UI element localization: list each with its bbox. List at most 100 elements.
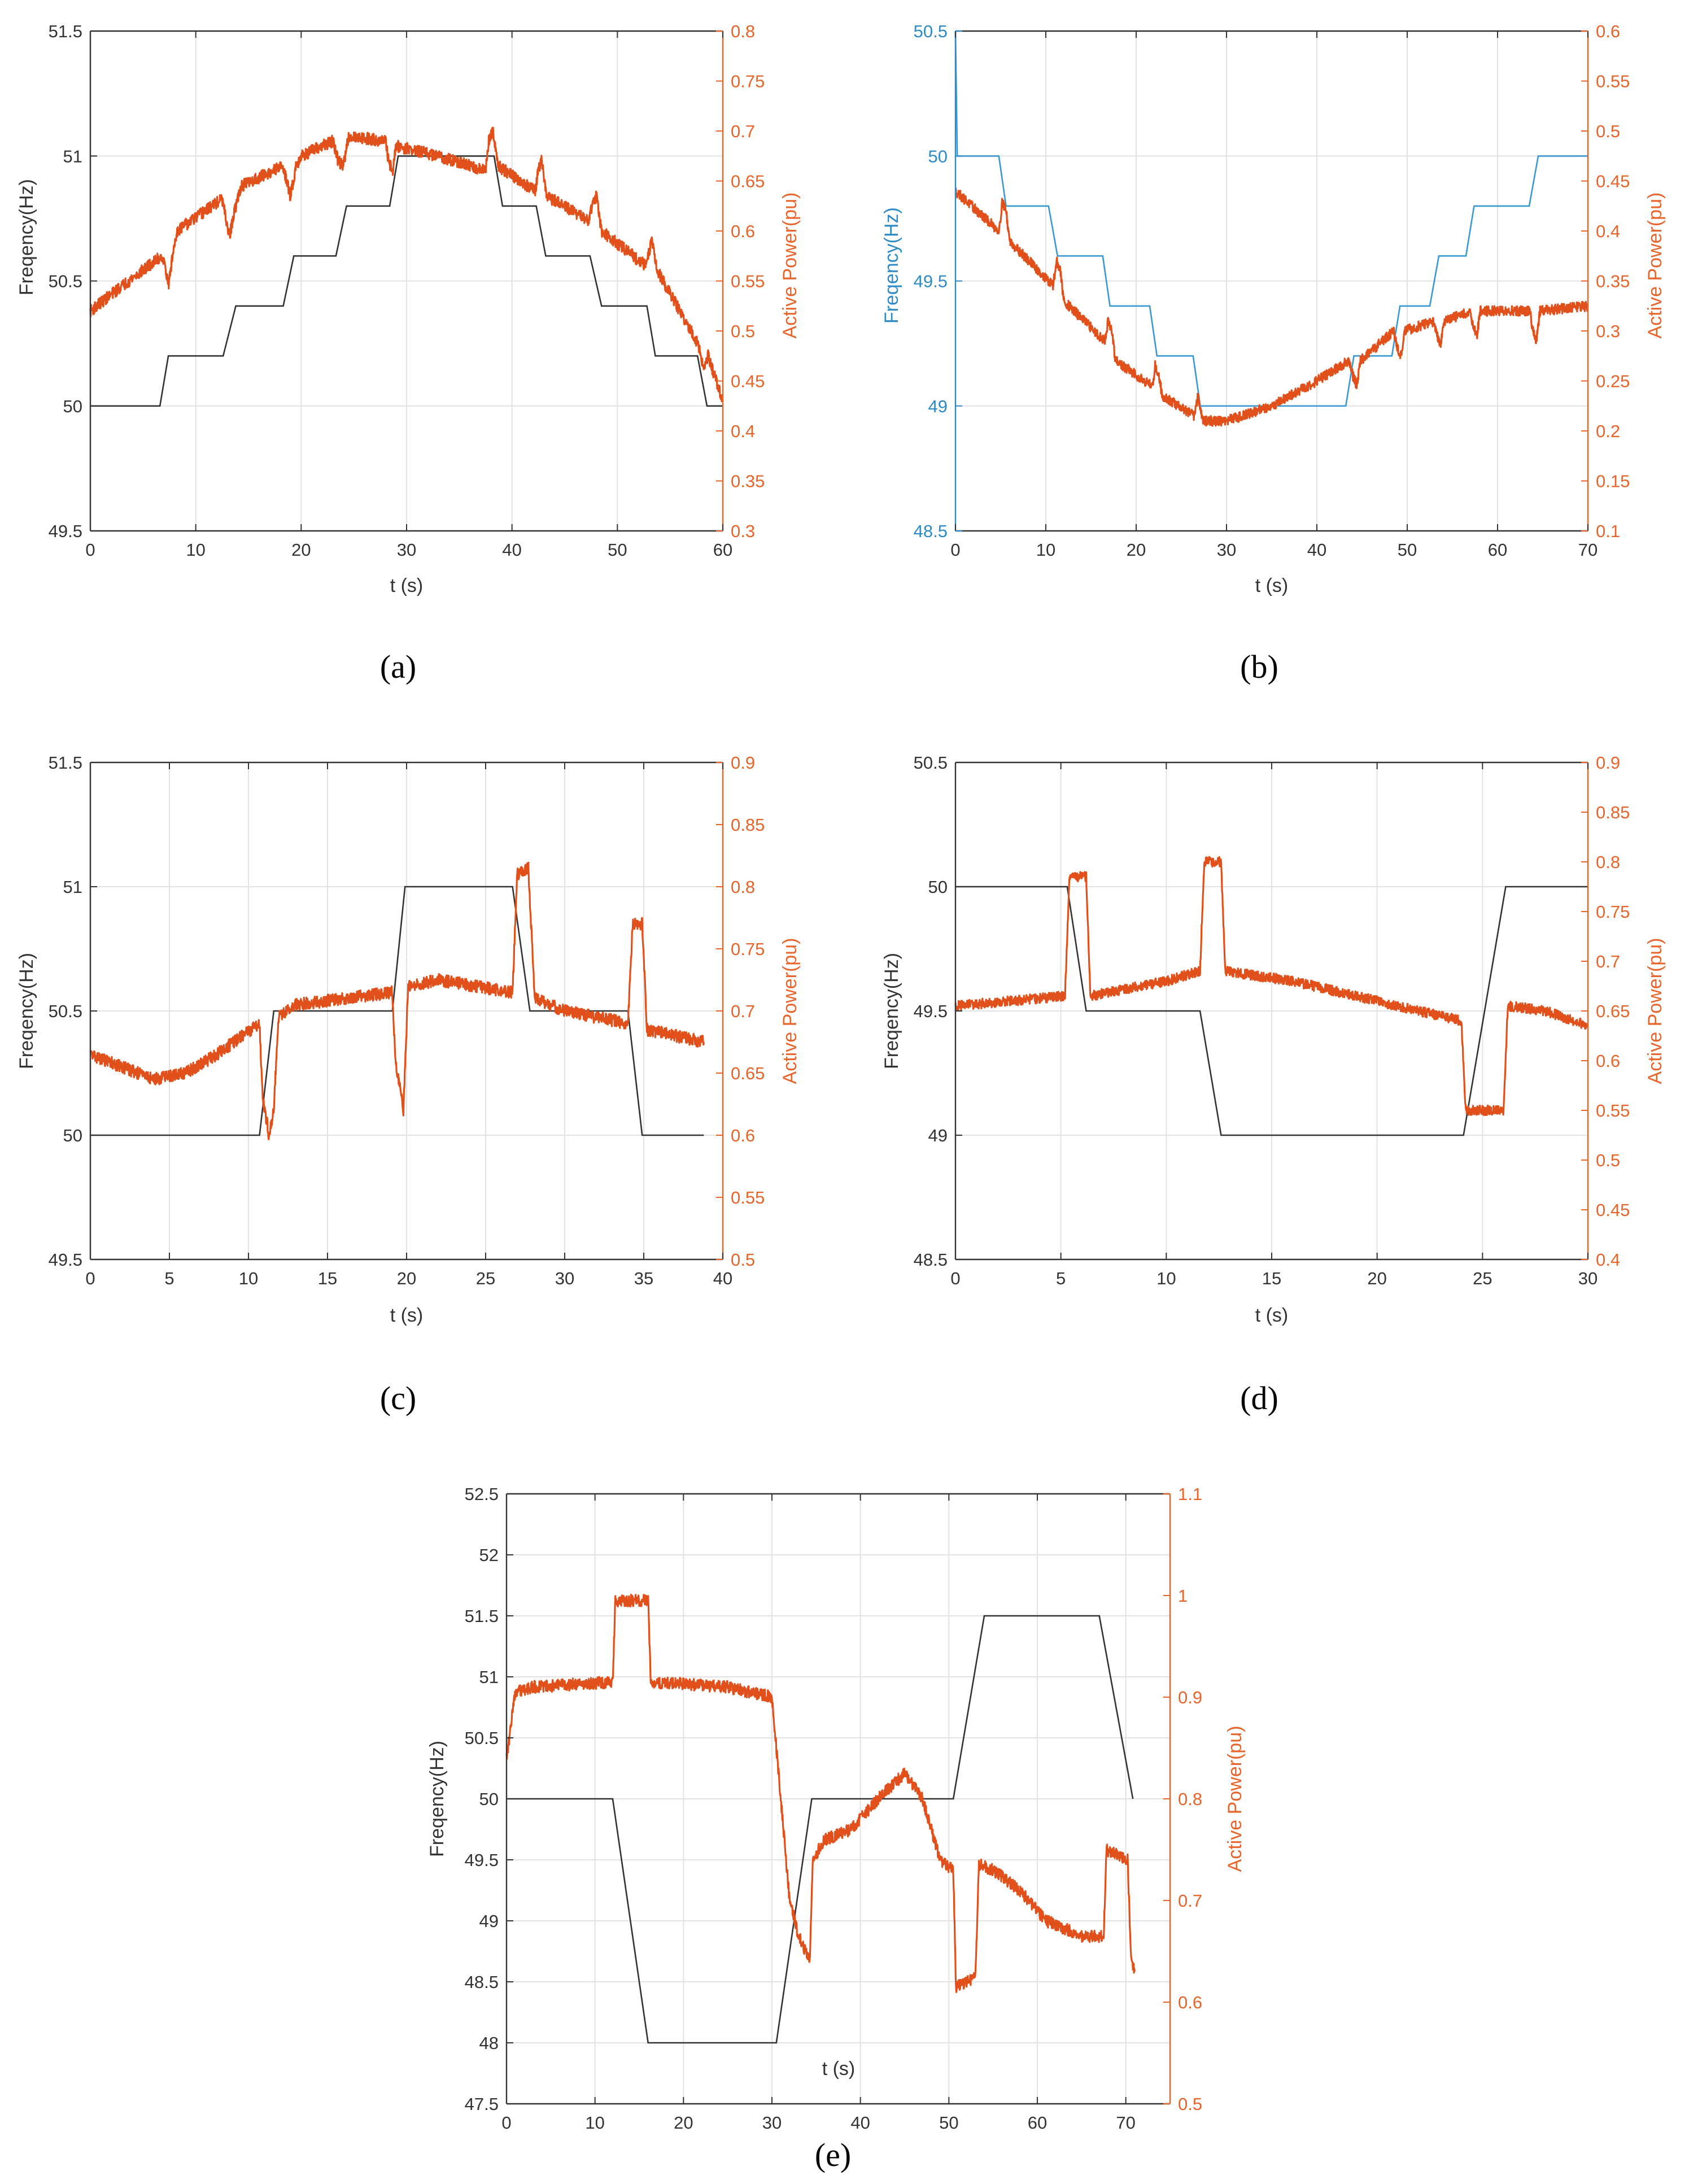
- y-right-tick-label-e: 0.5: [1178, 2094, 1202, 2114]
- y-right-tick-label-e: 0.6: [1178, 1993, 1202, 2012]
- x-tick-label-d: 10: [1156, 1268, 1176, 1288]
- grid-a: [90, 31, 723, 531]
- y-right-tick-label-b: 0.45: [1596, 172, 1630, 191]
- y-left-tick-label-c: 50: [63, 1126, 82, 1145]
- y-left-tick-label-e: 49: [479, 1911, 499, 1931]
- series-group-d: [954, 856, 1589, 1136]
- y-right-tick-label-e: 0.7: [1178, 1891, 1202, 1911]
- y-right-tick-label-a: 0.3: [731, 521, 755, 541]
- x-tick-label-c: 10: [239, 1268, 258, 1288]
- x-tick-label-c: 15: [318, 1268, 337, 1288]
- y-right-tick-label-b: 0.6: [1596, 21, 1620, 41]
- series-group-c: [89, 861, 705, 1140]
- y-right-tick-label-a: 0.35: [731, 472, 765, 491]
- y-right-tick-label-e: 0.8: [1178, 1789, 1202, 1809]
- ticks-d: 0 5 10 15 20 25 30 48.5 49 49.5 50 50.5 0.4 0.45 0.5 0.…: [914, 753, 1630, 1288]
- y-axis-label-left-d: Freqency(Hz): [881, 953, 902, 1069]
- y-left-tick-label-e: 48: [479, 2033, 499, 2053]
- x-tick-label-b: 40: [1307, 540, 1326, 560]
- y-right-tick-label-d: 0.7: [1596, 952, 1620, 971]
- x-tick-label-a: 40: [502, 540, 521, 560]
- y-right-tick-label-a: 0.8: [731, 21, 755, 41]
- chart-panel-c: 0 5 10 15 20 25 30 35 40 49.5 50 50.5 51 51.5 0.5 0.55 0…: [16, 753, 801, 1326]
- y-right-tick-label-b: 0.55: [1596, 72, 1630, 91]
- y-left-tick-label-e: 47.5: [465, 2094, 499, 2114]
- y-left-tick-label-e: 52.5: [465, 1484, 499, 1504]
- y-right-tick-label-b: 0.25: [1596, 372, 1630, 391]
- x-tick-label-c: 40: [713, 1268, 732, 1288]
- series-line-active-power-d: [954, 856, 1589, 1117]
- y-left-tick-label-b: 49.5: [914, 272, 948, 291]
- panel-label-b: (b): [1240, 648, 1278, 685]
- y-right-tick-label-b: 0.5: [1596, 121, 1620, 141]
- y-right-tick-label-b: 0.4: [1596, 221, 1620, 241]
- y-left-tick-label-c: 51.5: [49, 753, 82, 773]
- grid-b: [955, 31, 1588, 531]
- y-left-tick-label-b: 50: [928, 146, 948, 166]
- y-left-tick-label-a: 49.5: [49, 521, 82, 541]
- x-tick-label-b: 50: [1398, 540, 1417, 560]
- y-axis-label-right-b: Active Power(pu): [1644, 193, 1666, 339]
- series-line-active-power-a: [89, 127, 724, 403]
- y-axis-label-left-e: Freqency(Hz): [426, 1741, 448, 1857]
- series-group-e: [505, 1593, 1136, 2044]
- y-left-tick-label-a: 50.5: [49, 272, 82, 291]
- x-tick-label-b: 30: [1217, 540, 1236, 560]
- y-right-tick-label-c: 0.8: [731, 877, 755, 897]
- x-tick-label-d: 5: [1056, 1268, 1066, 1288]
- y-left-tick-label-a: 51: [63, 146, 82, 166]
- y-right-tick-label-a: 0.4: [731, 421, 755, 441]
- y-right-tick-label-b: 0.35: [1596, 272, 1630, 291]
- series-line-active-power-b: [955, 187, 1589, 427]
- y-right-tick-label-c: 0.7: [731, 1001, 755, 1021]
- y-right-tick-label-c: 0.55: [731, 1188, 765, 1207]
- y-left-tick-label-d: 49.5: [914, 1001, 948, 1021]
- y-right-tick-label-d: 0.9: [1596, 753, 1620, 773]
- y-right-tick-label-d: 0.6: [1596, 1051, 1620, 1071]
- x-axis-label-c: t (s): [390, 1305, 424, 1326]
- y-right-tick-label-c: 0.6: [731, 1126, 755, 1145]
- y-right-tick-label-d: 0.45: [1596, 1200, 1630, 1220]
- x-tick-label-e: 60: [1028, 2113, 1047, 2133]
- y-left-tick-label-e: 51: [479, 1667, 499, 1687]
- x-axis-label-d: t (s): [1255, 1305, 1289, 1326]
- x-tick-label-c: 20: [397, 1268, 416, 1288]
- panel-label-d: (d): [1240, 1380, 1278, 1416]
- y-right-tick-label-a: 0.55: [731, 272, 765, 291]
- y-axis-label-left-b: Freqency(Hz): [881, 207, 902, 324]
- y-left-tick-label-c: 49.5: [49, 1250, 82, 1270]
- x-axis-label-a: t (s): [390, 575, 424, 596]
- y-left-tick-label-a: 50: [63, 396, 82, 416]
- y-left-tick-label-a: 51.5: [49, 21, 82, 41]
- ticks-a: 0 10 20 30 40 50 60 49.5 50 50.5 51 51.5 0.3 0.35 0.4 0…: [49, 21, 765, 560]
- y-right-tick-label-d: 0.4: [1596, 1250, 1620, 1270]
- y-right-tick-label-b: 0.15: [1596, 472, 1630, 491]
- y-left-tick-label-d: 49: [928, 1126, 948, 1145]
- y-right-tick-label-d: 0.8: [1596, 852, 1620, 872]
- x-tick-label-b: 20: [1127, 540, 1146, 560]
- x-axis-label-b: t (s): [1255, 575, 1289, 596]
- y-right-tick-label-a: 0.75: [731, 72, 765, 91]
- y-left-tick-label-b: 48.5: [914, 521, 948, 541]
- x-tick-label-a: 20: [291, 540, 311, 560]
- y-right-tick-label-d: 0.85: [1596, 803, 1630, 822]
- y-right-tick-label-a: 0.6: [731, 221, 755, 241]
- y-left-tick-label-e: 49.5: [465, 1850, 499, 1870]
- y-right-tick-label-c: 0.85: [731, 815, 765, 835]
- ticks-c: 0 5 10 15 20 25 30 35 40 49.5 50 50.5 51 51.5 0.5 0.55 0…: [49, 753, 765, 1288]
- y-left-tick-label-e: 52: [479, 1545, 499, 1565]
- x-tick-label-a: 0: [85, 540, 95, 560]
- y-right-tick-label-b: 0.2: [1596, 421, 1620, 441]
- panel-label-a: (a): [380, 648, 416, 685]
- x-tick-label-d: 20: [1367, 1268, 1386, 1288]
- y-axis-label-left-a: Freqency(Hz): [16, 179, 37, 295]
- x-tick-label-d: 25: [1473, 1268, 1492, 1288]
- chart-panel-a: 0 10 20 30 40 50 60 49.5 50 50.5 51 51.5 0.3 0.35 0.4 0…: [16, 21, 801, 596]
- series-group-b: [954, 30, 1589, 427]
- chart-panel-b: 0 10 20 30 40 50 60 70 48.5 49 49.5 50 50.5 0.1 0.15 0.…: [881, 21, 1666, 596]
- y-right-tick-label-c: 0.75: [731, 939, 765, 959]
- y-axis-label-right-c: Active Power(pu): [779, 938, 801, 1084]
- ticks-e: 0 10 20 30 40 50 60 70 47.5 48 48.5 49 49.5 50 50.5 51 5…: [465, 1484, 1202, 2133]
- y-right-tick-label-e: 1: [1178, 1586, 1188, 1606]
